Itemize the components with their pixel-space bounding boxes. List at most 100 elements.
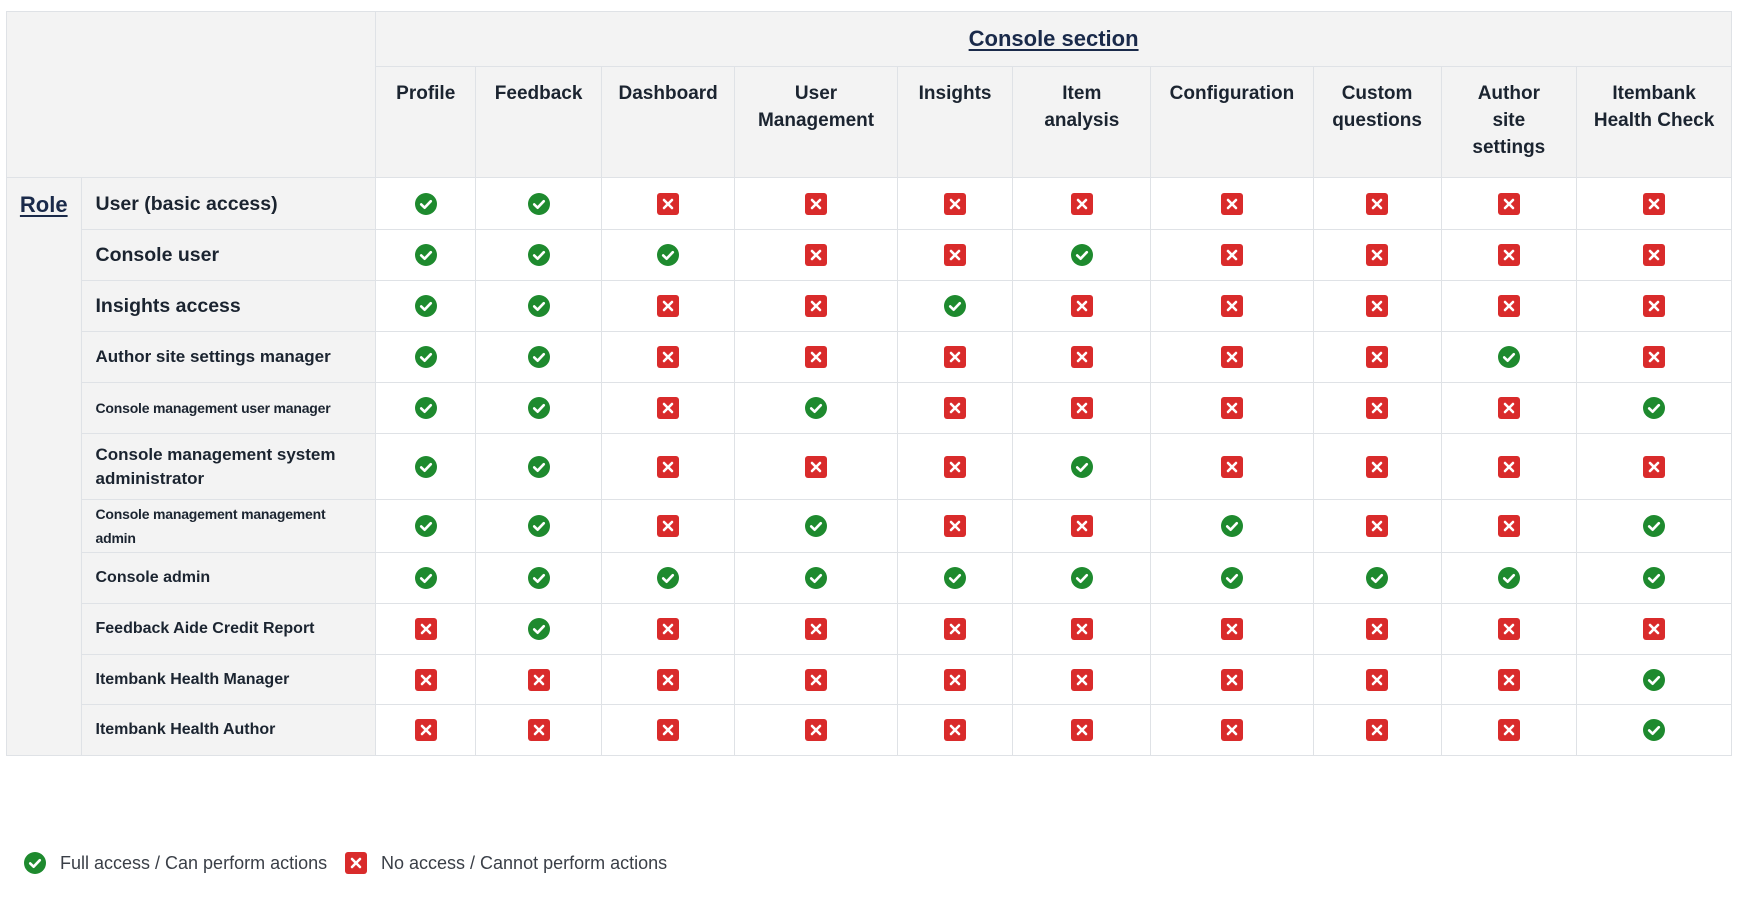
access-cell-user-management — [734, 331, 898, 383]
x-square-icon — [805, 618, 828, 640]
corner-cell — [5, 11, 377, 178]
x-square-icon — [1220, 295, 1243, 317]
access-cell-custom-questions — [1312, 331, 1442, 383]
x-square-icon — [944, 397, 967, 419]
access-cell-user-management — [734, 552, 898, 604]
check-circle-icon — [527, 455, 550, 478]
access-cell-custom-questions — [1312, 382, 1442, 434]
role-axis-label-cell: Role — [6, 177, 82, 756]
check-circle-icon — [527, 515, 550, 537]
access-cell-author-site-settings — [1440, 552, 1578, 604]
x-square-icon — [657, 192, 680, 215]
check-circle-icon — [1070, 455, 1093, 478]
x-square-icon — [527, 668, 550, 691]
legend-no-access: No access / Cannot perform actions — [345, 848, 667, 878]
access-cell-itembank-health-check — [1576, 331, 1732, 383]
column-header-feedback: Feedback — [475, 66, 602, 178]
access-cell-feedback — [475, 654, 602, 705]
column-header-author-site-settings: Author site settings — [1440, 66, 1578, 178]
access-cell-itembank-health-check — [1576, 280, 1732, 332]
role-name: Console management system administrator — [80, 433, 377, 500]
legend-no-access-label: No access / Cannot perform actions — [381, 852, 668, 873]
access-cell-custom-questions — [1312, 177, 1442, 230]
x-square-icon — [1220, 244, 1243, 266]
access-cell-dashboard — [600, 654, 736, 705]
access-cell-configuration — [1150, 229, 1314, 281]
console-section-header: Console section — [375, 11, 1732, 67]
access-cell-configuration — [1150, 499, 1314, 553]
access-cell-itembank-health-check — [1576, 654, 1732, 705]
access-cell-itembank-health-check — [1576, 177, 1732, 230]
access-cell-dashboard — [600, 229, 736, 281]
x-square-icon — [1366, 618, 1389, 640]
x-square-icon — [1497, 515, 1520, 537]
role-row-console-management-user-manager: Console management user manager — [7, 382, 1732, 434]
access-cell-itembank-health-check — [1576, 382, 1732, 434]
column-header-custom-questions: Custom questions — [1312, 66, 1442, 178]
role-name: Author site settings manager — [80, 331, 377, 383]
access-cell-item-analysis — [1012, 280, 1152, 332]
access-cell-feedback — [475, 177, 602, 230]
access-cell-feedback — [475, 704, 602, 756]
x-square-icon — [1070, 668, 1093, 691]
access-cell-feedback — [475, 433, 602, 500]
access-cell-item-analysis — [1012, 433, 1152, 500]
x-square-icon — [1643, 295, 1666, 317]
access-cell-itembank-health-check — [1576, 603, 1732, 655]
x-square-icon — [1497, 719, 1520, 741]
check-circle-icon — [414, 346, 437, 368]
access-cell-dashboard — [600, 704, 736, 756]
access-cell-configuration — [1150, 552, 1314, 604]
x-square-icon — [1497, 397, 1520, 419]
access-cell-configuration — [1150, 280, 1314, 332]
x-square-icon — [1220, 618, 1243, 640]
access-cell-custom-questions — [1312, 433, 1442, 500]
check-circle-icon — [1497, 567, 1520, 589]
x-square-icon — [805, 346, 828, 368]
access-cell-profile — [375, 177, 477, 230]
access-cell-author-site-settings — [1440, 331, 1578, 383]
access-cell-insights — [896, 552, 1014, 604]
check-circle-icon — [1643, 668, 1666, 691]
access-cell-configuration — [1150, 382, 1314, 434]
role-row-console-management-system-administrator: Console management system administrator — [7, 433, 1732, 500]
console-section-title: Console section — [968, 26, 1139, 51]
access-cell-author-site-settings — [1440, 654, 1578, 705]
access-cell-user-management — [734, 499, 898, 553]
access-cell-author-site-settings — [1440, 382, 1578, 434]
access-cell-profile — [375, 331, 477, 383]
check-circle-icon — [1070, 244, 1093, 266]
x-square-icon — [1366, 719, 1389, 741]
role-name: Console management management admin — [80, 499, 377, 553]
access-cell-author-site-settings — [1440, 433, 1578, 500]
x-square-icon — [1497, 668, 1520, 691]
access-cell-profile — [375, 552, 477, 604]
role-row-user-basic-access: Role User (basic access) — [6, 177, 1732, 756]
check-circle-icon — [805, 567, 828, 589]
access-cell-dashboard — [600, 603, 736, 655]
x-square-icon — [1497, 455, 1520, 478]
access-cell-custom-questions — [1312, 552, 1442, 604]
check-circle-icon — [527, 346, 550, 368]
access-cell-itembank-health-check — [1576, 433, 1732, 500]
x-square-icon — [1497, 192, 1520, 215]
check-circle-icon — [527, 192, 550, 215]
access-cell-user-management — [734, 280, 898, 332]
column-header-insights: Insights — [896, 66, 1014, 178]
access-cell-feedback — [475, 603, 602, 655]
access-cell-insights — [896, 382, 1014, 434]
access-cell-author-site-settings — [1440, 177, 1578, 230]
check-circle-icon — [527, 397, 550, 419]
access-cell-feedback — [475, 229, 602, 281]
access-cell-dashboard — [600, 280, 736, 332]
access-cell-user-management — [734, 654, 898, 705]
x-square-icon — [657, 455, 680, 478]
access-cell-configuration — [1150, 654, 1314, 705]
access-cell-profile — [375, 603, 477, 655]
column-header-profile: Profile — [375, 66, 477, 178]
access-cell-feedback — [475, 382, 602, 434]
access-cell-item-analysis — [1012, 177, 1152, 230]
column-header-dashboard: Dashboard — [600, 66, 736, 178]
x-square-icon — [1220, 455, 1243, 478]
role-name: Itembank Health Manager — [80, 654, 377, 705]
